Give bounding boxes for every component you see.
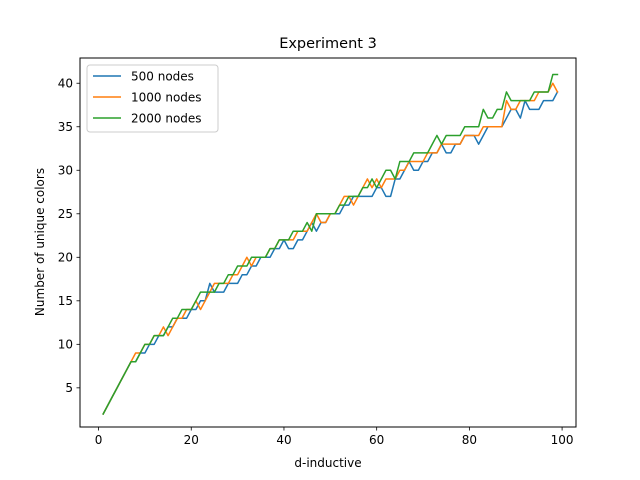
legend-label-1: 500 nodes [131, 69, 194, 83]
legend: 500 nodes 1000 nodes 2000 nodes [86, 64, 219, 133]
x-axis-ticks: 0 20 40 60 80 100 [95, 427, 574, 447]
y-tick-label: 40 [58, 77, 73, 91]
series-line-3 [102, 73, 559, 415]
y-axis-ticks: 5 10 15 20 25 30 35 40 [58, 77, 80, 395]
y-tick-label: 20 [58, 251, 73, 265]
plot-lines [102, 73, 559, 415]
legend-label-3: 2000 nodes [131, 111, 202, 125]
x-tick-label: 40 [276, 433, 291, 447]
y-tick-label: 25 [58, 207, 73, 221]
y-tick-label: 30 [58, 164, 73, 178]
x-tick-label: 60 [369, 433, 384, 447]
x-tick-label: 80 [462, 433, 477, 447]
y-tick-label: 35 [58, 120, 73, 134]
legend-label-2: 1000 nodes [131, 90, 202, 104]
y-tick-label: 5 [65, 381, 73, 395]
x-tick-label: 20 [184, 433, 199, 447]
x-tick-label: 0 [95, 433, 103, 447]
y-tick-label: 15 [58, 294, 73, 308]
legend-box [86, 64, 219, 133]
chart-title: Experiment 3 [279, 36, 377, 52]
x-tick-label: 100 [551, 433, 574, 447]
x-axis-title: d-inductive [294, 456, 361, 470]
plot-frame [79, 57, 577, 428]
y-tick-label: 10 [58, 338, 73, 352]
y-axis-title: Number of unique colors [33, 168, 47, 316]
